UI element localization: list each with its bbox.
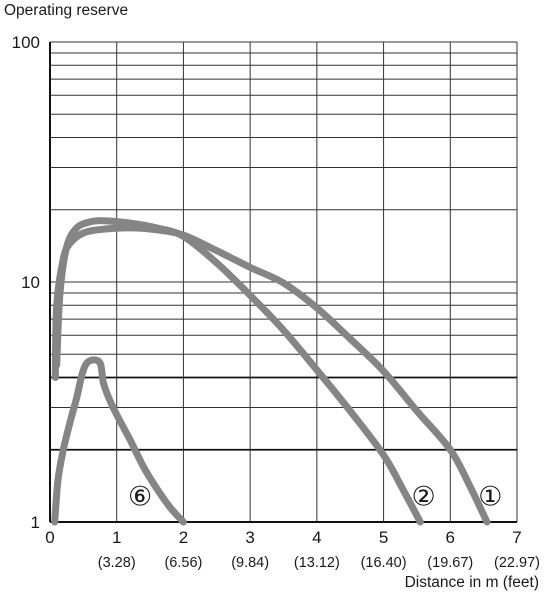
x-axis-label: Distance in m (feet) [404, 574, 539, 591]
x-tick-label: 4 [312, 528, 321, 547]
x-tick-sublabel: (9.84) [231, 555, 269, 571]
x-tick-sublabel: (19.67) [427, 555, 473, 571]
curve-label: ① [478, 481, 502, 511]
x-tick-sublabel: (16.40) [361, 555, 407, 571]
x-tick-label: 1 [112, 528, 121, 547]
x-tick-label: 5 [379, 528, 388, 547]
curves [51, 217, 491, 526]
curve-series-2 [53, 217, 424, 526]
x-tick-label: 6 [446, 528, 455, 547]
y-axis-label: Operating reserve [4, 2, 129, 19]
x-tick-sublabel: (6.56) [164, 555, 202, 571]
x-tick-sublabel: (3.28) [98, 555, 136, 571]
y-tick-label: 100 [12, 33, 40, 52]
x-tick-sublabel: (22.97) [494, 555, 540, 571]
y-tick-label: 10 [21, 273, 40, 292]
curve-label: ② [411, 481, 435, 511]
x-tick-sublabel: (13.12) [294, 555, 340, 571]
x-tick-label: 0 [45, 528, 54, 547]
x-tick-label: 2 [179, 528, 188, 547]
curve-series-3 [51, 356, 187, 526]
x-tick-label: 7 [512, 528, 521, 547]
curve-series-1 [51, 224, 491, 526]
curve-label: ⑥ [128, 481, 152, 511]
axes [49, 42, 517, 523]
y-tick-label: 1 [31, 513, 40, 532]
grid [49, 41, 518, 523]
x-tick-label: 3 [245, 528, 254, 547]
curve-labels: ① ② ⑥ [128, 481, 502, 511]
